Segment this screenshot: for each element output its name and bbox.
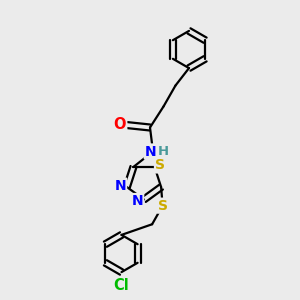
Text: H: H <box>158 145 169 158</box>
Text: N: N <box>132 194 143 208</box>
Text: O: O <box>114 117 126 132</box>
Text: Cl: Cl <box>114 278 129 293</box>
Text: S: S <box>158 199 168 213</box>
Text: S: S <box>155 158 165 172</box>
Text: N: N <box>145 145 156 158</box>
Text: N: N <box>115 178 126 193</box>
